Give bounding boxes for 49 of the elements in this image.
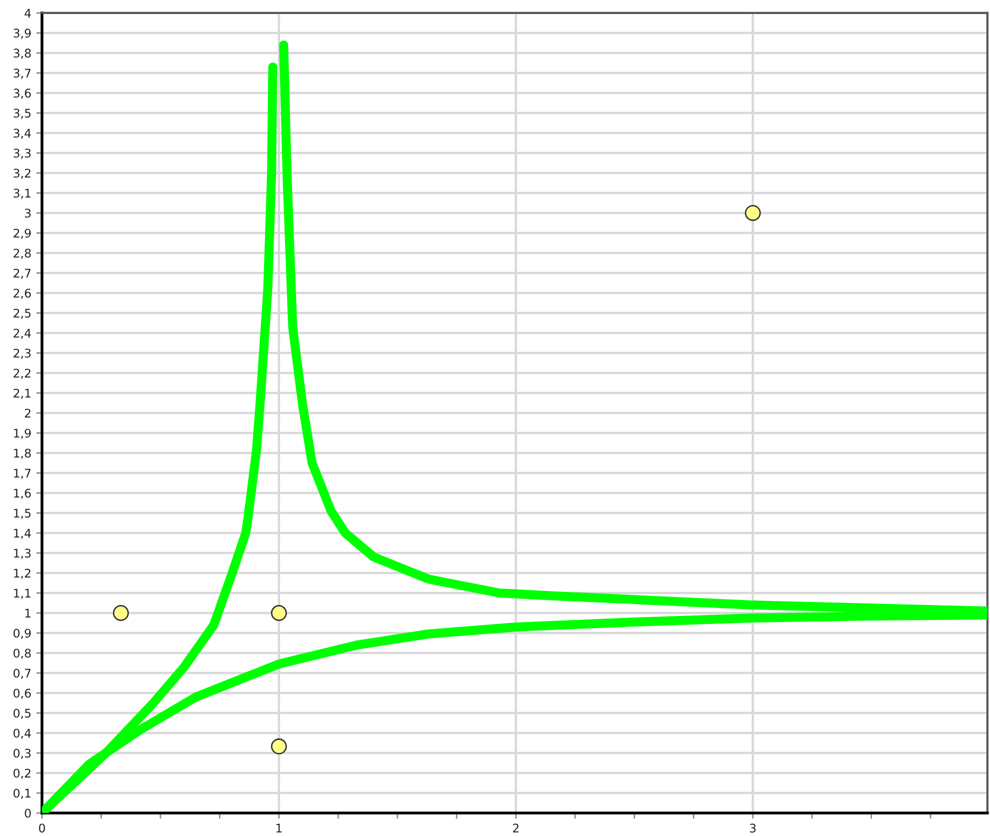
y-tick-label: 2,8: [14, 248, 31, 259]
y-tick-label: 2: [24, 408, 30, 418]
y-tick-label: 3,7: [14, 68, 31, 79]
y-tick-label: 0,1: [14, 788, 30, 799]
point: [112, 605, 129, 621]
y-tick-label: 0,3: [14, 748, 31, 759]
y-tick-label: 3,1: [14, 188, 30, 199]
y-tick-label: 3,4: [14, 128, 31, 139]
y-tick-label: 1,2: [14, 568, 30, 579]
y-tick-label: 2,7: [14, 268, 31, 279]
y-tick-label: 1,1: [14, 588, 30, 599]
y-tick-label: 4: [24, 8, 31, 18]
y-tick-label: 2,2: [14, 368, 30, 379]
x-tick-label: 3: [750, 824, 756, 833]
point: [270, 605, 287, 621]
y-tick-label: 1,6: [14, 488, 31, 499]
y-tick-label: 0,2: [14, 768, 30, 779]
y-tick-label: 1,8: [14, 448, 31, 459]
point: [744, 204, 761, 221]
y-tick-label: 1,7: [14, 468, 31, 479]
y-tick-label: 0,6: [14, 688, 31, 699]
y-tick-label: 1,5: [14, 508, 31, 519]
y-tick-label: 0,7: [14, 668, 31, 679]
y-tick-label: 3,5: [14, 108, 31, 119]
y-tick-label: 3: [24, 208, 31, 218]
y-tick-label: 3,3: [14, 148, 31, 159]
y-tick-label: 3,2: [14, 168, 30, 179]
y-tick-label: 2,6: [14, 288, 31, 299]
y-tick-label: 3,8: [14, 48, 31, 59]
y-tick-label: 1: [25, 608, 30, 618]
y-tick-label: 2,9: [14, 228, 31, 239]
y-tick-label: 0,9: [14, 628, 31, 639]
point: [270, 738, 287, 754]
y-tick-label: 0,8: [14, 648, 31, 659]
x-tick-label: 0: [39, 824, 45, 833]
x-tick-label: 2: [512, 824, 518, 832]
x-tick-label: 1: [276, 824, 282, 832]
y-tick-label: 2,3: [14, 348, 31, 359]
y-tick-label: 3,9: [14, 28, 31, 39]
y-tick-label: 2,4: [14, 328, 31, 339]
y-tick-label: 2,5: [14, 308, 31, 319]
y-tick-label: 0,4: [14, 728, 31, 739]
y-tick-label: 1,4: [14, 528, 31, 539]
y-tick-label: 1,3: [14, 548, 31, 559]
y-tick-label: 2,1: [14, 388, 30, 399]
y-tick-label: 3,6: [14, 88, 31, 99]
y-tick-label: 0: [24, 808, 31, 818]
y-tick-label: 1,9: [14, 428, 31, 439]
y-tick-label: 0,5: [14, 708, 31, 719]
